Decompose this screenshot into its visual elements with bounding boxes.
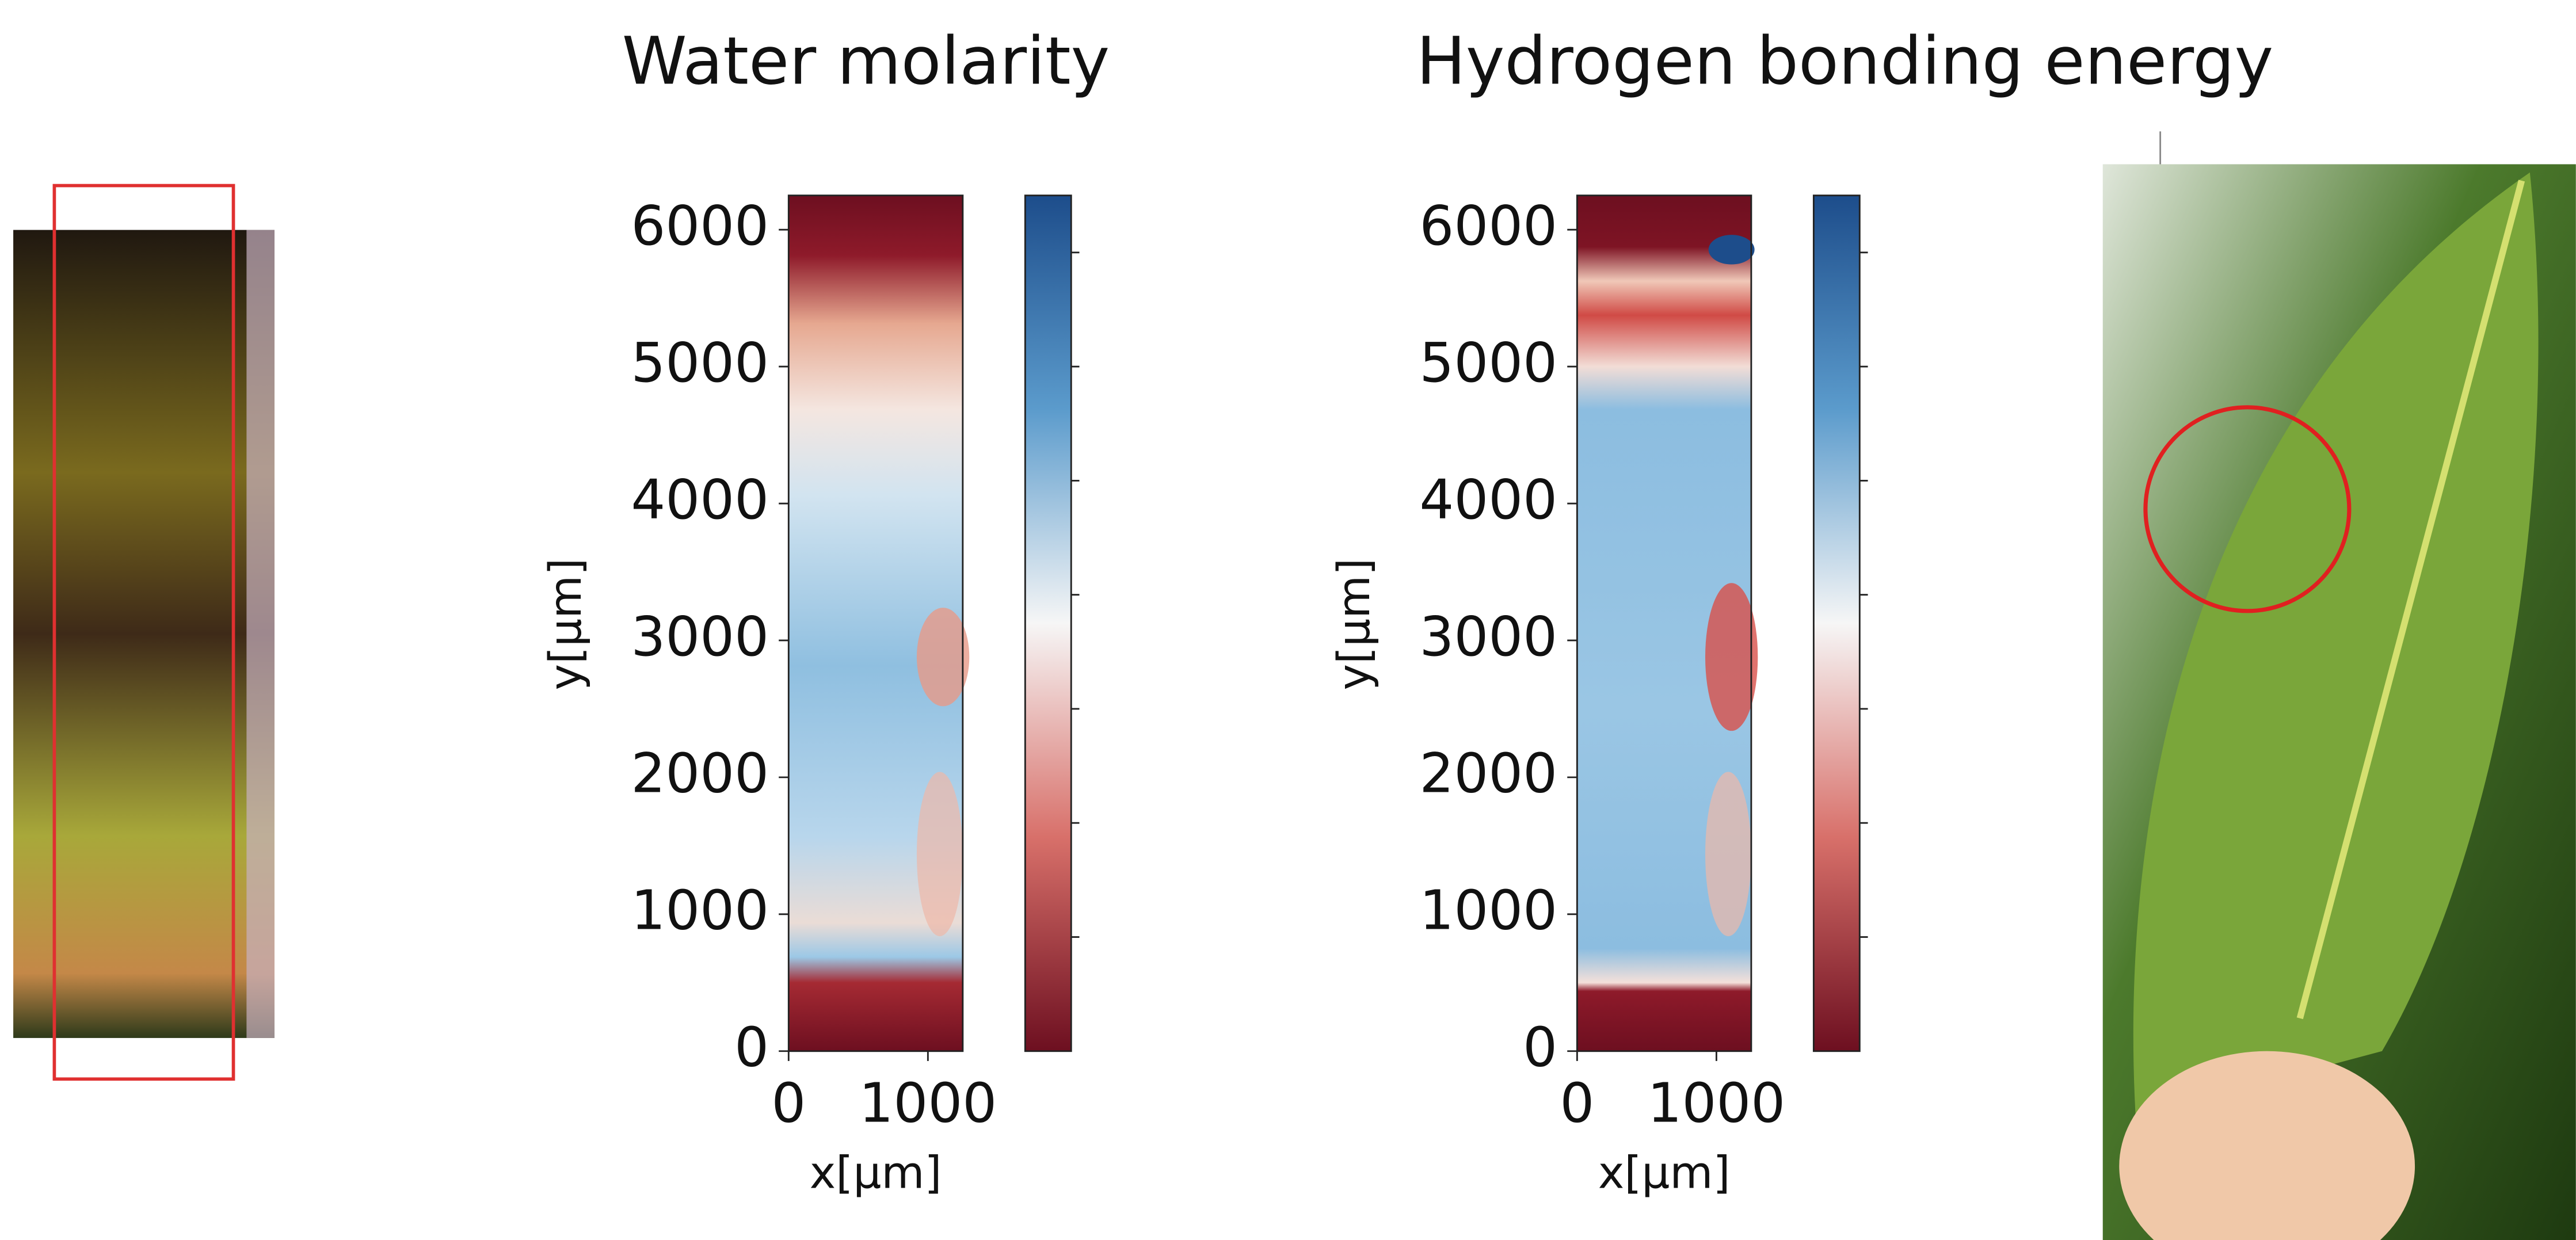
colorbar	[1024, 194, 1072, 1052]
y-tick-label: 2000	[1419, 743, 1557, 806]
y-tick-label: 5000	[1419, 332, 1557, 395]
title: Hydrogen bonding energy	[1416, 22, 2273, 99]
y-tick-label: 3000	[1419, 606, 1557, 669]
colorbar	[1812, 194, 1861, 1052]
x-axis-label: x[μm]	[810, 1147, 942, 1199]
title: Water molarity	[622, 22, 1110, 99]
heatmap-region	[1705, 583, 1758, 731]
heatmap-panels: Water molarity 0 1000 2000 3000 4000 5000 6000 0…	[540, 22, 2273, 1199]
y-tick-label: 0	[734, 1017, 769, 1079]
heatmap-region	[916, 608, 970, 707]
axes-frame	[787, 194, 964, 1052]
y-tick-label: 0	[1523, 1017, 1557, 1079]
axes-frame	[1576, 194, 1752, 1052]
heatmap-region	[1705, 772, 1751, 936]
left-photo	[13, 184, 275, 1081]
y-tick-label: 6000	[631, 195, 769, 258]
y-tick-label: 4000	[1419, 469, 1557, 532]
y-tick-label: 4000	[631, 469, 769, 532]
y-tick-label: 5000	[631, 332, 769, 395]
y-tick-label: 6000	[1419, 195, 1557, 258]
y-axis-label: y[μm]	[1328, 558, 1380, 690]
y-tick-label: 1000	[1419, 880, 1557, 943]
heatmap-region	[916, 772, 963, 936]
y-tick-label: 1000	[631, 880, 769, 943]
y-tick-label: 2000	[631, 743, 769, 806]
right-photo	[2102, 131, 2576, 1240]
y-axis-label: y[μm]	[540, 558, 592, 690]
y-tick-label: 3000	[631, 606, 769, 669]
x-tick-label: 0	[771, 1073, 806, 1135]
x-tick-label: 1000	[1648, 1073, 1786, 1135]
x-tick-label: 1000	[859, 1073, 997, 1135]
x-axis-label: x[μm]	[1598, 1147, 1731, 1199]
heatmap-region	[1708, 235, 1755, 265]
x-tick-label: 0	[1560, 1073, 1594, 1135]
